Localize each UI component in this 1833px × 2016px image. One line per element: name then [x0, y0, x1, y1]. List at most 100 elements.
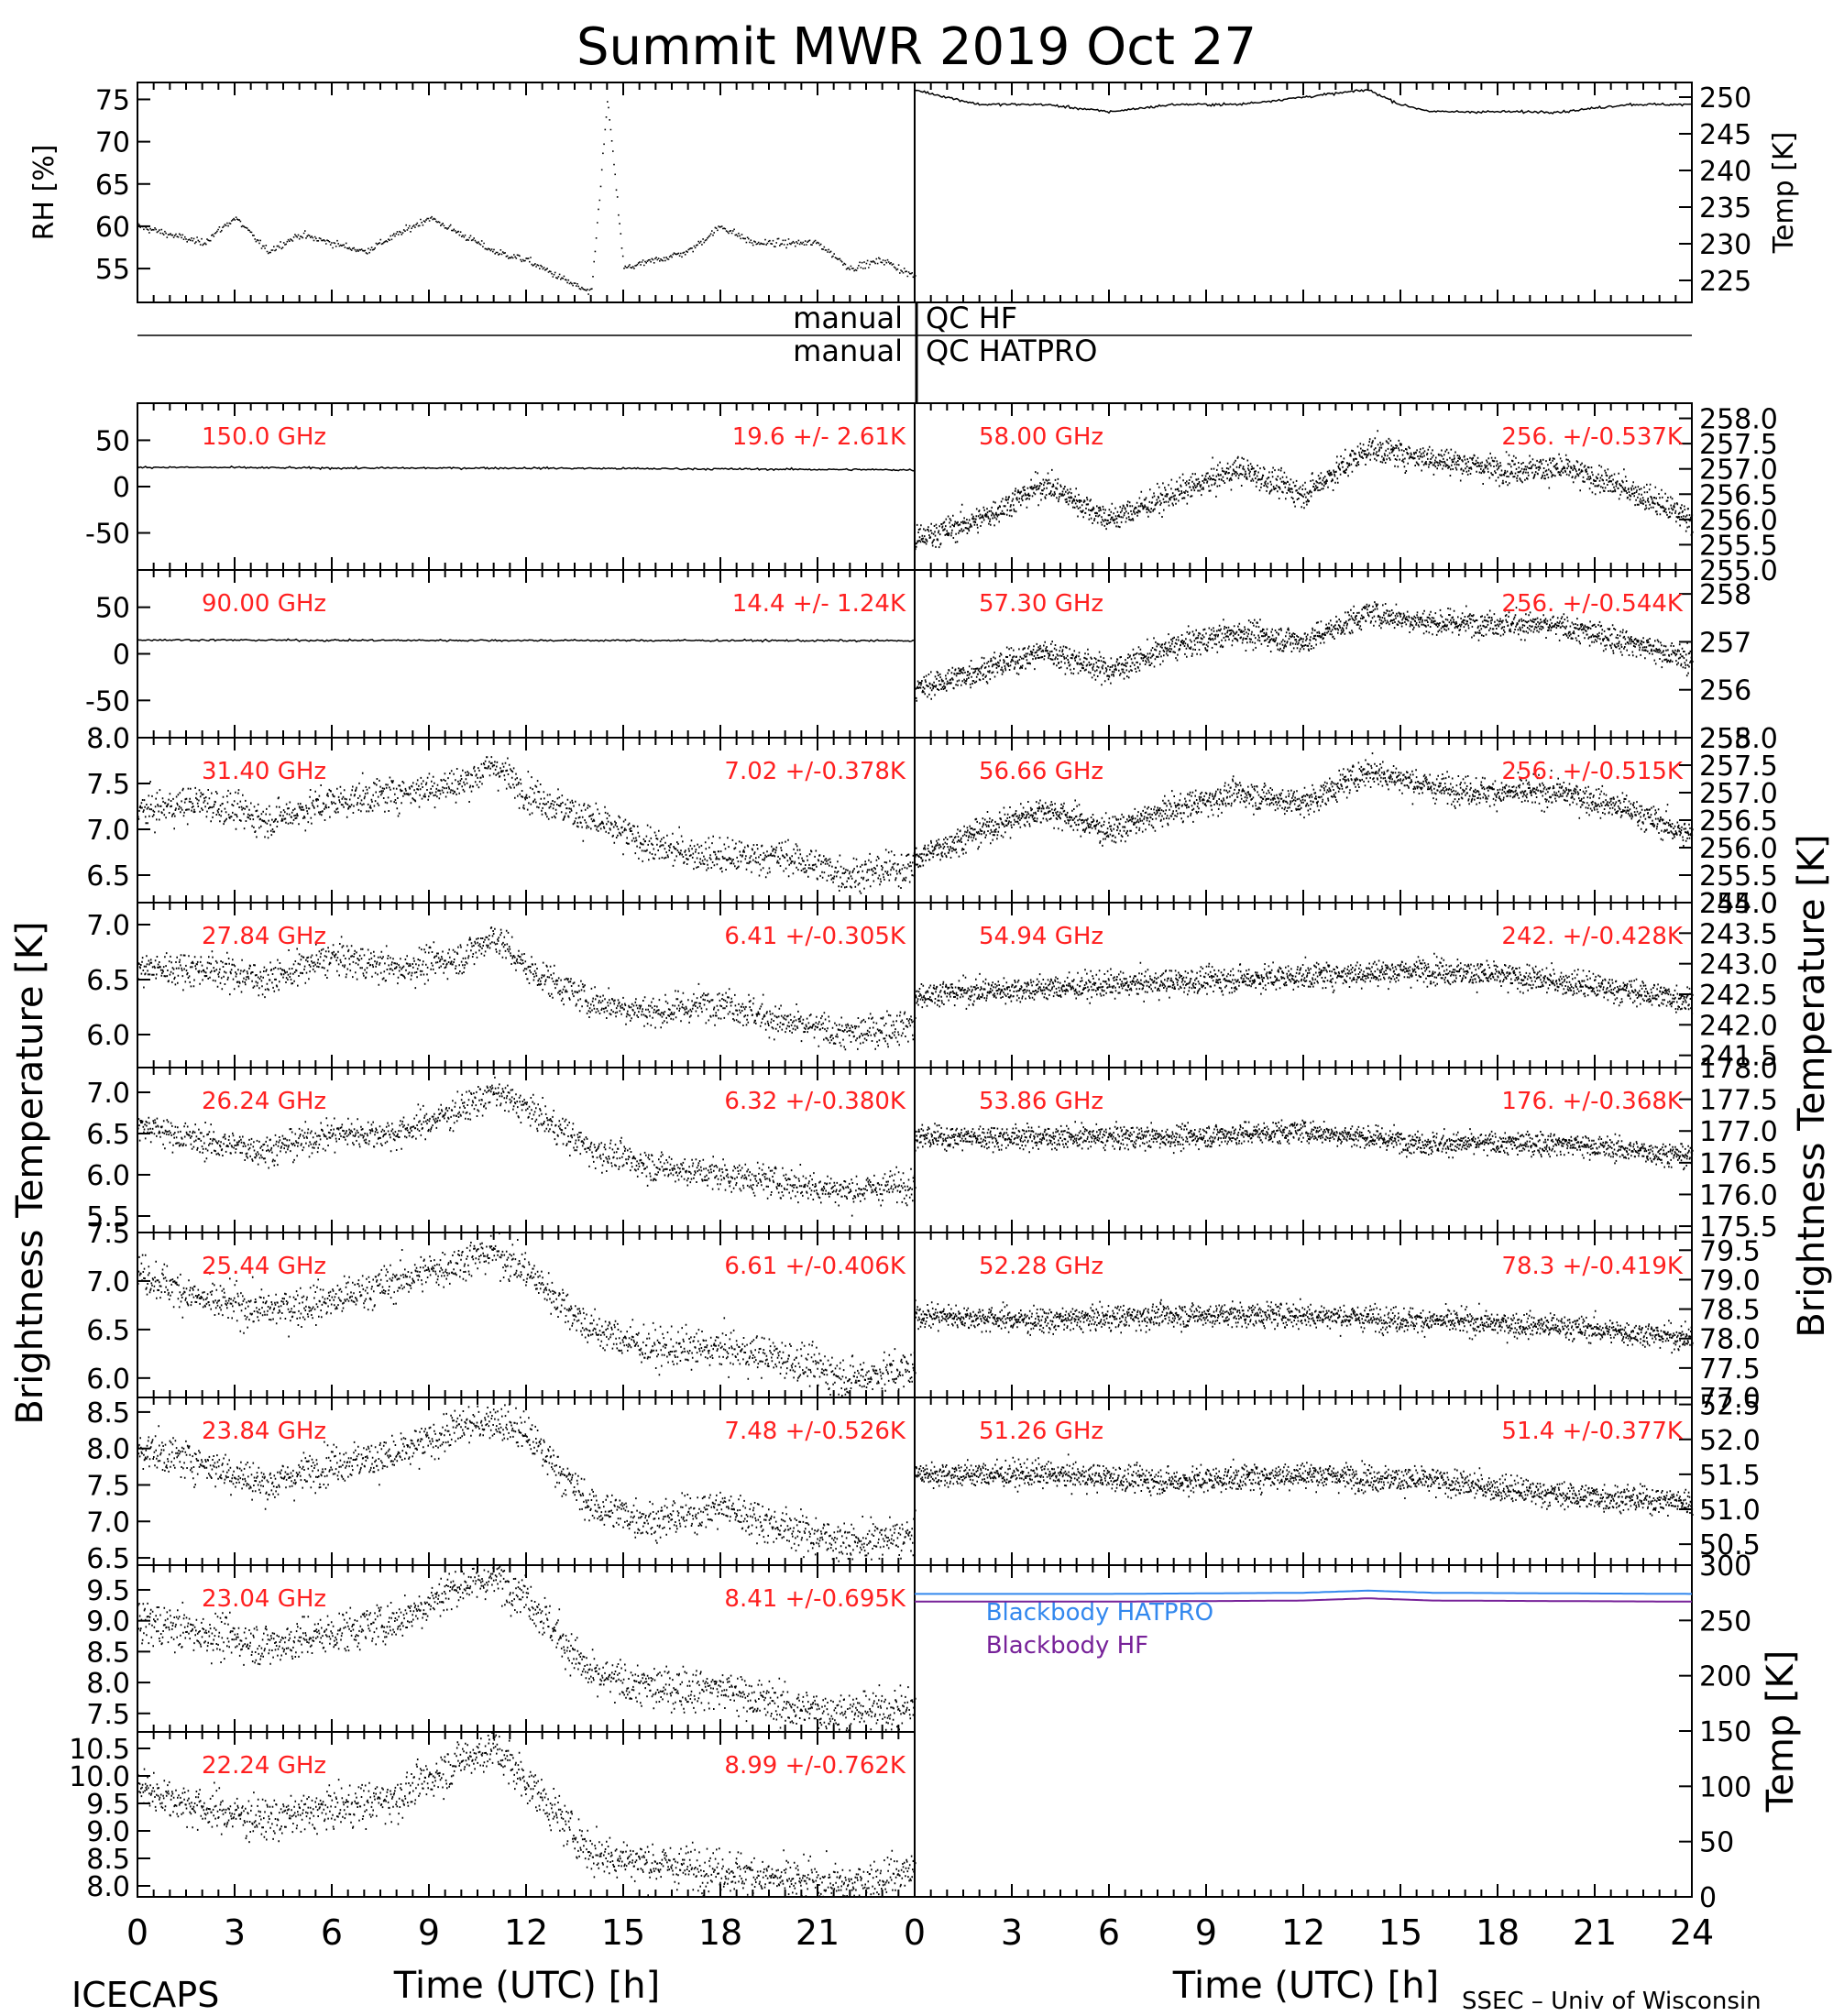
channel-label: 57.30 GHz: [979, 590, 1103, 618]
y-tick-label: 6.5: [86, 860, 130, 893]
y-tick-label: 258: [1699, 579, 1751, 611]
y-tick-label: 75: [95, 84, 130, 116]
y-tick-label: 6.0: [86, 1160, 130, 1192]
xlabel-right: Time (UTC) [h]: [1172, 1965, 1439, 2007]
channel-stats: 51.4 +/-0.377K: [1501, 1418, 1684, 1445]
panel-ch5126: 50.551.051.552.052.5 51.26 GHz 51.4 +/-0.3…: [914, 1390, 1761, 1566]
y-tick-label: -50: [85, 685, 130, 718]
panel-ch2224: 8.08.59.09.510.010.5 22.24 GHz 8.99 +/-0.7…: [69, 1731, 916, 1903]
y-tick-label: -50: [85, 519, 130, 551]
y-tick-label: 177.5: [1699, 1085, 1778, 1117]
y-tick-label: 8.5: [86, 1637, 130, 1669]
x-tick-label-right: 15: [1378, 1912, 1422, 1953]
y-tick-label: 77.0: [1699, 1383, 1761, 1415]
channel-stats: 8.41 +/-0.695K: [724, 1585, 906, 1613]
y-tick-label: 175.5: [1699, 1211, 1778, 1244]
y-tick-label: 176.5: [1699, 1148, 1778, 1180]
y-tick-label: 230: [1699, 229, 1751, 261]
series-line: [137, 638, 916, 643]
y-tick-label: 50: [95, 425, 130, 457]
series-line: [914, 89, 1693, 115]
y-tick-label: 55: [95, 254, 130, 286]
y-tick-label: 256.0: [1699, 505, 1778, 537]
y-axis-label: Temp [K]: [1768, 132, 1800, 255]
panel-ch2544: 6.0 6.5 7.0 7.5 25.44 GHz 6.61 +/-0.406K: [86, 1218, 916, 1398]
y-tick-label: 7.5: [86, 1699, 130, 1731]
channel-label: 22.24 GHz: [202, 1752, 326, 1780]
y-tick-label: 52.5: [1699, 1390, 1761, 1422]
y-tick-label: 243.5: [1699, 918, 1778, 950]
y-tick-label: 243.0: [1699, 949, 1778, 981]
y-tick-label: 52.0: [1699, 1425, 1761, 1457]
x-tick-label-right: 9: [1195, 1912, 1217, 1953]
y-tick-label: 250: [1699, 82, 1751, 115]
data-points: [915, 1298, 1694, 1354]
x-tick-label-right: 18: [1476, 1912, 1520, 1953]
panel-air_temp: 225 230 235 240 245 250 Temp [K]: [914, 82, 1800, 303]
x-tick-label-right: 6: [1098, 1912, 1120, 1953]
y-tick-label: 255: [1699, 723, 1751, 755]
legend-entry: Blackbody HF: [986, 1632, 1148, 1660]
y-tick-label: 6.5: [86, 1543, 130, 1575]
y-tick-label: 177.0: [1699, 1116, 1778, 1148]
panel-ch5730: 255 256 257 258 57.30 GHz 256. +/-0.544K: [914, 569, 1751, 755]
y-tick-label: 0: [113, 640, 130, 672]
xlabel-left: Time (UTC) [h]: [393, 1965, 660, 2007]
legend-entry: Blackbody HATPRO: [986, 1599, 1213, 1627]
y-tick-label: 79.5: [1699, 1235, 1761, 1267]
panel-frame: [137, 82, 916, 303]
x-tick-label-right: 3: [1001, 1912, 1023, 1953]
y-tick-label: 200: [1699, 1661, 1751, 1693]
y-axis-label: RH [%]: [28, 145, 60, 241]
channel-stats: 6.41 +/-0.305K: [724, 923, 906, 950]
channel-label: 53.86 GHz: [979, 1088, 1103, 1115]
y-tick-label: 7.0: [86, 1507, 130, 1539]
channel-label: 54.94 GHz: [979, 923, 1103, 950]
y-tick-label: 77.5: [1699, 1353, 1761, 1386]
channel-stats: 7.02 +/-0.378K: [724, 758, 906, 785]
data-points: [137, 101, 916, 295]
x-tick-label-left: 21: [796, 1912, 840, 1953]
panel-frame: [914, 82, 1693, 303]
y-tick-label: 78.0: [1699, 1324, 1761, 1356]
y-tick-label: 244.0: [1699, 888, 1778, 920]
panel-ch2384: 6.5 7.0 7.5 8.0 8.5 23.84 GHz 7.48 +/-0.526K: [86, 1397, 916, 1575]
series-line: [915, 1597, 1692, 1603]
channel-stats: 14.4 +/- 1.24K: [732, 590, 906, 618]
y-tick-label: 8.0: [86, 723, 130, 755]
series-line: [915, 1589, 1692, 1595]
y-tick-label: 100: [1699, 1771, 1751, 1803]
data-points: [137, 1732, 916, 1898]
panel-ch2784: 6.0 6.5 7.0 27.84 GHz 6.41 +/-0.305K: [86, 902, 916, 1068]
y-tick-label: 79.0: [1699, 1265, 1761, 1297]
y-tick-label: 50: [1699, 1827, 1734, 1859]
y-tick-label: 7.0: [86, 1266, 130, 1298]
y-tick-label: 242.0: [1699, 1010, 1778, 1042]
data-points: [137, 1076, 916, 1217]
y-tick-label: 6.5: [86, 1119, 130, 1151]
footer-left: ICECAPS: [71, 1975, 219, 2015]
y-tick-label: 9.0: [86, 1606, 130, 1638]
y-tick-label: 70: [95, 127, 130, 159]
channel-label: 56.66 GHz: [979, 758, 1103, 785]
y-tick-label: 8.0: [86, 1434, 130, 1466]
y-tick-label: 255.5: [1699, 860, 1778, 893]
panel-ch2304: 7.58.08.59.09.5 23.04 GHz 8.41 +/-0.695K: [86, 1564, 916, 1733]
y-tick-label: 235: [1699, 192, 1751, 225]
x-tick-label-left: 18: [698, 1912, 742, 1953]
y-tick-label: 9.5: [86, 1789, 130, 1821]
y-tick-label: 8.5: [86, 1844, 130, 1876]
panel-blackbody: 0 50 100 150 200 250 300 Blackbody HATPRO Blackb…: [914, 1550, 1802, 1914]
data-points: [137, 1232, 916, 1398]
footer-right: SSEC – Univ of Wisconsin: [1462, 1988, 1762, 2015]
panel-ch150: -50 0 50 150.0 GHz 19.6 +/- 2.61K: [85, 402, 916, 571]
y-tick-label: 60: [95, 212, 130, 244]
x-tick-label-right: 21: [1573, 1912, 1617, 1953]
y-tick-label: 7.0: [86, 1078, 130, 1110]
y-tick-label: 0: [113, 472, 130, 504]
y-tick-label: 6.0: [86, 1364, 130, 1396]
